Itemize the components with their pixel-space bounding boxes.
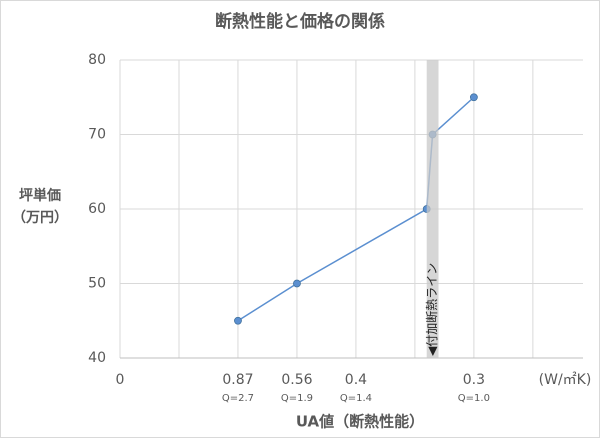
y-tick-label: 80 [88, 52, 106, 68]
x-unit: (W/㎡K) [539, 372, 592, 388]
x-tick-sublabel: Q=1.0 [458, 393, 490, 404]
y-tick-label: 40 [88, 350, 106, 366]
y-tick-label: 60 [88, 201, 106, 217]
data-point [293, 279, 301, 288]
x-axis-label: UA値（断熱性能） [296, 413, 424, 431]
y-axis-label: （万円） [12, 210, 68, 226]
y-axis-label: 坪単価 [19, 187, 61, 204]
x-tick-label: 0 [116, 372, 125, 388]
x-tick-sublabel: Q=1.4 [340, 393, 372, 404]
y-tick-label: 70 [88, 127, 106, 143]
chart-title: 断熱性能と価格の関係 [215, 11, 385, 32]
data-point [469, 93, 478, 102]
x-tick-sublabel: Q=1.9 [281, 393, 313, 404]
x-tick-label: 0.3 [463, 372, 485, 388]
y-tick-label: 50 [88, 276, 106, 292]
x-tick-sublabel: Q=2.7 [222, 393, 254, 404]
band [426, 60, 439, 358]
data-point [234, 316, 242, 325]
x-tick-label: 0.87 [222, 372, 253, 388]
band-label: ◀付加断熱ライン [424, 263, 439, 356]
x-tick-label: 0.4 [345, 372, 367, 388]
x-tick-label: 0.56 [281, 372, 312, 388]
